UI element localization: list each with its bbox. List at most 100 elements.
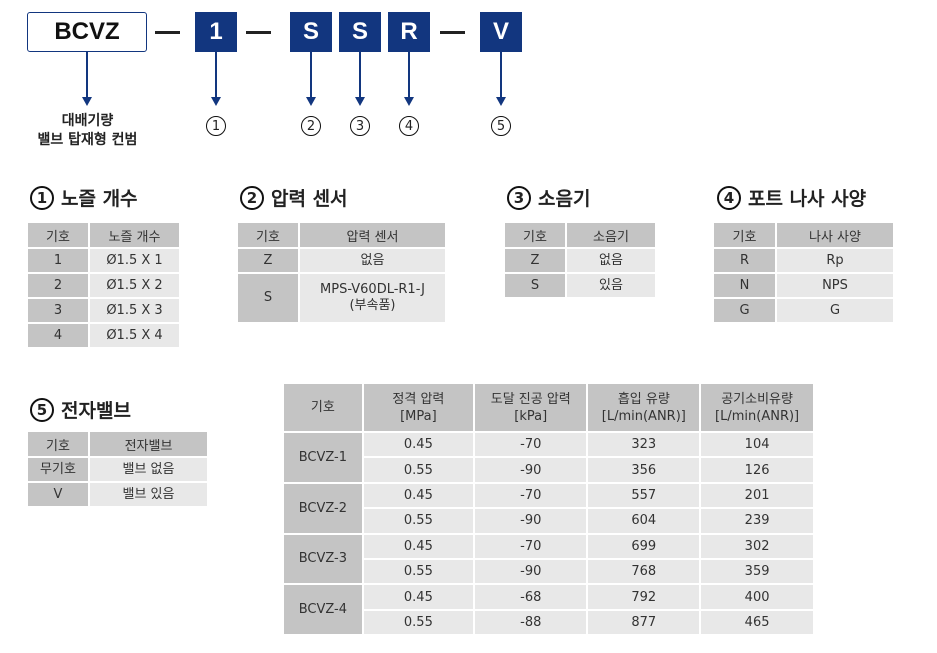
value-cell: -90 [475,458,587,482]
code-cell: 2 [28,274,88,297]
header-row: 기호 소음기 [505,223,655,247]
value-cell: Ø1.5 X 3 [90,299,179,322]
valve-table: 기호 전자밸브 무기호 밸브 없음 V 밸브 있음 [26,430,209,508]
section-title-port: 4 포트 나사 사양 [717,184,866,211]
value-cell: 239 [701,509,813,533]
header-row: 기호 압력 센서 [238,223,445,247]
column-header: 기호 [28,223,88,247]
code-cell: R [714,249,775,272]
table-row: BCVZ-2 0.45 -70 557 201 [284,483,813,533]
table-row: Z 없음 [505,249,655,272]
code-cell: 무기호 [28,458,88,481]
table-row: S MPS-V60DL-R1-J (부속품) [238,274,445,322]
arrow-line [408,52,410,98]
column-header: 정격 압력 [MPa] [363,384,474,431]
table-row: R Rp [714,249,893,272]
model-cell: BCVZ-2 [284,483,362,533]
column-header: 나사 사양 [777,223,893,247]
value-cell: 323 [588,433,700,457]
code-part-nozzle: 1 [195,12,237,52]
header-row: 기호 나사 사양 [714,223,893,247]
arrow-down-icon [306,97,316,106]
section-title-sensor: 2 압력 센서 [240,184,348,211]
arrow-down-icon [496,97,506,106]
arrow-line [500,52,502,98]
arrow-line [310,52,312,98]
value-cell: 356 [588,458,700,482]
value-cell: 0.45 [363,483,474,508]
table-row: Z 없음 [238,249,445,272]
marker-3: 3 [350,116,370,136]
column-header: 기호 [238,223,298,247]
base-code-box: BCVZ [27,12,147,52]
column-header: 기호 [284,384,362,431]
silencer-table: 기호 소음기 Z 없음 S 있음 [503,221,657,299]
column-header: 노즐 개수 [90,223,179,247]
table-row: BCVZ-1 0.45 -70 323 104 [284,433,813,482]
model-cell: BCVZ-3 [284,534,362,584]
value-cell: -88 [475,610,587,635]
value-cell: -68 [475,585,587,609]
value-cell: 없음 [567,249,655,272]
column-header: 기호 [505,223,565,247]
table-row: 4 Ø1.5 X 4 [28,324,179,347]
marker-5: 5 [491,116,511,136]
value-cell: -90 [475,559,587,584]
header-row: 기호 노즐 개수 [28,223,179,247]
base-code-label: 대배기량 밸브 탑재형 컨범 [37,113,138,148]
value-cell: 877 [588,610,700,635]
section-title-nozzle: 1 노즐 개수 [30,184,138,211]
table-row: 0.55 -90 768 359 [284,559,813,584]
arrow-line [359,52,361,98]
dash [440,31,465,34]
marker-2: 2 [301,116,321,136]
code-cell: Z [505,249,565,272]
arrow-down-icon [355,97,365,106]
value-cell: 0.55 [363,559,474,584]
value-cell: 557 [588,483,700,508]
value-cell: 104 [701,433,813,457]
value-cell: 0.55 [363,509,474,533]
value-cell: 없음 [300,249,445,272]
column-header: 전자밸브 [90,432,207,456]
value-cell: 201 [701,483,813,508]
value-cell: -70 [475,433,587,457]
column-header: 기호 [714,223,775,247]
table-row: 1 Ø1.5 X 1 [28,249,179,272]
header-row: 기호 전자밸브 [28,432,207,456]
code-cell: 4 [28,324,88,347]
marker-1: 1 [206,116,226,136]
value-cell: G [777,299,893,322]
table-row: 무기호 밸브 없음 [28,458,207,481]
section-title-valve: 5 전자밸브 [30,396,131,423]
value-cell: NPS [777,274,893,297]
model-cell: BCVZ-4 [284,585,362,635]
value-cell: 699 [588,534,700,558]
arrow-down-icon [404,97,414,106]
dash [246,31,271,34]
value-cell: 465 [701,610,813,635]
value-cell: 있음 [567,274,655,297]
value-cell: Ø1.5 X 1 [90,249,179,272]
column-header: 소음기 [567,223,655,247]
spec-table: 기호 정격 압력 [MPa] 도달 진공 압력 [kPa] 흡입 유량 [L/min(… [282,382,815,636]
marker-4: 4 [399,116,419,136]
code-cell: 1 [28,249,88,272]
section-title-silencer: 3 소음기 [507,184,590,211]
column-header: 기호 [28,432,88,456]
port-table: 기호 나사 사양 R Rp N NPS G G [712,221,895,324]
column-header: 도달 진공 압력 [kPa] [475,384,587,431]
column-header: 흡입 유량 [L/min(ANR)] [588,384,700,431]
code-cell: G [714,299,775,322]
code-cell: N [714,274,775,297]
table-row: N NPS [714,274,893,297]
value-cell: 768 [588,559,700,584]
value-cell: 792 [588,585,700,609]
code-cell: Z [238,249,298,272]
code-cell: 3 [28,299,88,322]
arrow-line [215,52,217,98]
value-cell: 밸브 있음 [90,483,207,506]
column-header: 공기소비유량 [L/min(ANR)] [701,384,813,431]
table-row: 3 Ø1.5 X 3 [28,299,179,322]
